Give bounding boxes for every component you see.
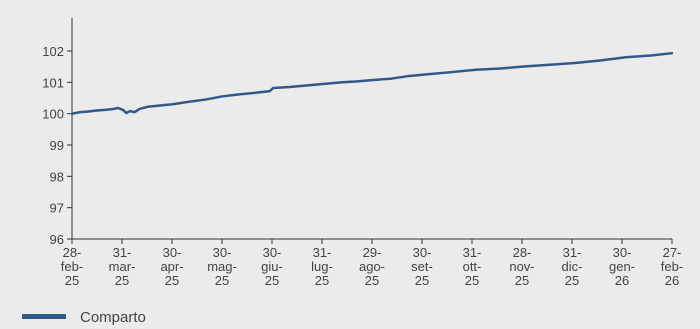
- y-tick-label: 101: [42, 75, 64, 90]
- y-tick-label: 99: [50, 138, 64, 153]
- legend-label: Comparto: [80, 309, 146, 326]
- x-tick-label: 30-giu-25: [261, 245, 283, 288]
- y-tick-label: 96: [50, 232, 64, 247]
- series-line-0: [70, 51, 674, 115]
- y-tick-label: 97: [50, 201, 64, 216]
- legend: Comparto: [22, 309, 146, 326]
- x-tick-label: 28-feb-25: [61, 245, 83, 288]
- x-tick-label: 30-apr-25: [160, 245, 183, 288]
- x-tick-label: 30-mag-25: [207, 245, 237, 288]
- x-tick-label: 31-dic-25: [562, 245, 583, 288]
- x-tick-label: 31-ott-25: [463, 245, 482, 288]
- y-tick-label: 98: [50, 169, 64, 184]
- y-tick-label: 102: [42, 44, 64, 59]
- x-axis: 28-feb-25 31-mar-25 30-apr-25 30-mag-25 30-g…: [61, 238, 683, 288]
- x-tick-label: 30-set-25: [411, 245, 433, 288]
- series-lines: [70, 51, 674, 115]
- x-tick-label: 28-nov-25: [509, 245, 534, 288]
- x-tick-label: 31-mar-25: [109, 245, 136, 288]
- x-tick-label: 29-ago-25: [359, 245, 385, 288]
- x-tick-label: 30-gen-26: [609, 245, 635, 288]
- y-tick-label: 100: [42, 107, 64, 122]
- legend-swatch: [22, 314, 66, 319]
- x-tick-label: 31-lug-25: [311, 245, 333, 288]
- x-tick-label: 27-feb-26: [661, 245, 683, 288]
